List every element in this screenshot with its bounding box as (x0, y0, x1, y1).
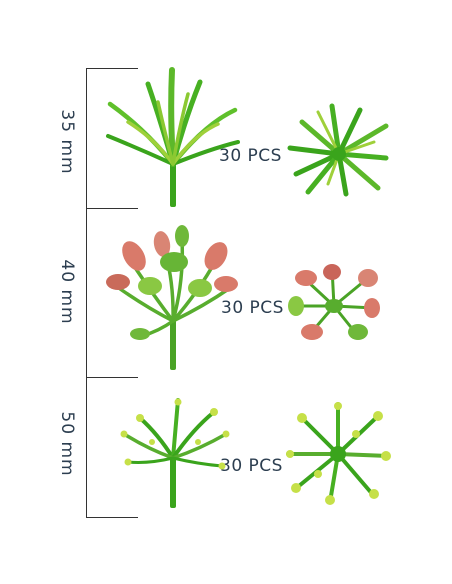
scale-bar-vertical (86, 68, 87, 517)
quantity-label-50: 30 PCS (220, 456, 283, 476)
scale-tick-top (86, 68, 138, 69)
scale-tick-35-40 (86, 208, 138, 209)
size-label-35: 35 mm (57, 109, 77, 175)
grass-tuft-top-image (287, 103, 389, 197)
red-tipped-plant-top-image (288, 264, 380, 340)
fern-shrub-side-image (120, 398, 230, 508)
red-tipped-plant-side-image (106, 225, 238, 370)
quantity-label-35: 30 PCS (219, 146, 282, 166)
size-label-50: 50 mm (57, 411, 77, 477)
quantity-label-40: 30 PCS (221, 298, 284, 318)
scale-tick-40-50 (86, 377, 138, 378)
grass-tuft-side-image (106, 67, 240, 207)
size-label-40: 40 mm (57, 259, 77, 325)
fern-shrub-top-image (286, 402, 391, 505)
scale-tick-bottom (86, 517, 138, 518)
